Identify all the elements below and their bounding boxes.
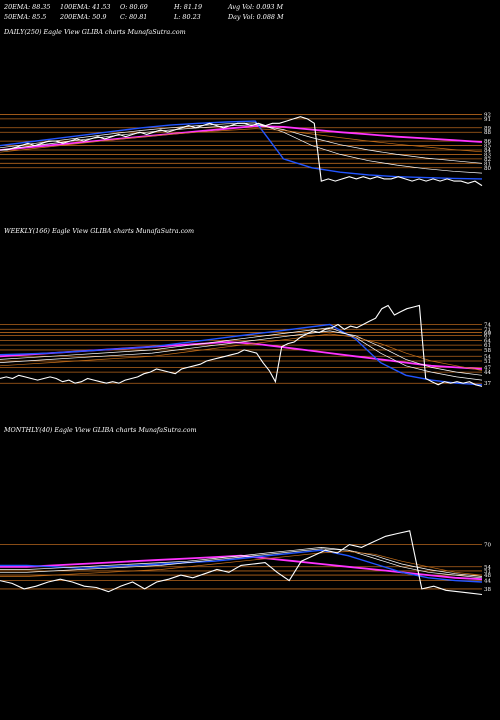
weekly-level-label: 37	[484, 381, 491, 387]
daily-level-label: 85	[484, 144, 491, 150]
ema200-value: 200EMA: 50.9	[60, 13, 107, 21]
daily-series-line	[0, 128, 483, 153]
monthly-panel-title: MONTHLY(40) Eagle View GLIBA charts Muna…	[4, 426, 197, 434]
weekly-level-label: 47	[484, 365, 491, 371]
daily-series-line	[0, 120, 483, 180]
daily-level-label: 89	[484, 126, 491, 132]
daily-close-line	[0, 116, 483, 187]
weekly-series-line	[0, 330, 483, 376]
daily-level-label: 86	[484, 139, 491, 145]
daily-level-label: 82	[484, 157, 491, 163]
high-value: H: 81.19	[174, 3, 203, 11]
monthly-level-label: 48	[484, 573, 491, 579]
daily-level-label: 92	[484, 112, 491, 118]
monthly-series-line	[0, 549, 483, 583]
ema100-value: 100EMA: 41.53	[60, 3, 111, 11]
weekly-series-line	[0, 341, 483, 370]
daily-series-line	[0, 125, 483, 151]
ema50-value: 50EMA: 85.5	[4, 13, 47, 21]
weekly-level-label: 51	[484, 359, 491, 365]
weekly-series-line	[0, 327, 483, 381]
low-value: L: 80.23	[174, 13, 201, 21]
weekly-series-line	[0, 333, 483, 371]
daily-level-label: 80	[484, 166, 491, 172]
monthly-close-line	[0, 530, 483, 596]
monthly-series-line	[0, 547, 483, 579]
monthly-level-label: 54	[484, 565, 491, 571]
weekly-level-label: 69	[484, 330, 491, 336]
day-vol-value: Day Vol: 0.088 M	[228, 13, 284, 21]
weekly-close-line	[0, 304, 483, 387]
monthly-series-line	[0, 551, 483, 577]
monthly-level-label: 70	[484, 543, 491, 549]
avg-vol-value: Avg Vol: 0.093 M	[228, 3, 284, 11]
daily-series-line	[0, 122, 483, 174]
monthly-level-label: 44	[484, 579, 491, 585]
weekly-level-label: 44	[484, 370, 491, 376]
weekly-level-label: 54	[484, 354, 491, 360]
weekly-level-label: 71	[484, 327, 491, 333]
daily-level-label: 83	[484, 152, 491, 158]
daily-level-label: 88	[484, 130, 491, 136]
daily-panel-title: DAILY(250) Eagle View GLIBA charts Munaf…	[4, 28, 186, 36]
weekly-level-label: 58	[484, 348, 491, 354]
monthly-level-label: 38	[484, 587, 491, 593]
monthly-series-line	[0, 548, 483, 577]
weekly-level-label: 64	[484, 338, 491, 344]
daily-level-label: 81	[484, 161, 491, 167]
close-value: C: 80.81	[120, 13, 148, 21]
weekly-series-line	[0, 323, 483, 386]
weekly-level-label: 67	[484, 334, 491, 340]
weekly-panel-title: WEEKLY(166) Eagle View GLIBA charts Muna…	[4, 227, 195, 235]
open-value: O: 80.69	[120, 3, 148, 11]
ema20-value: 20EMA: 88.35	[4, 3, 51, 11]
weekly-level-label: 74	[484, 323, 491, 329]
daily-level-label: 84	[484, 148, 491, 154]
weekly-level-label: 61	[484, 343, 491, 349]
monthly-level-label: 51	[484, 569, 491, 575]
daily-level-label: 91	[484, 117, 491, 123]
